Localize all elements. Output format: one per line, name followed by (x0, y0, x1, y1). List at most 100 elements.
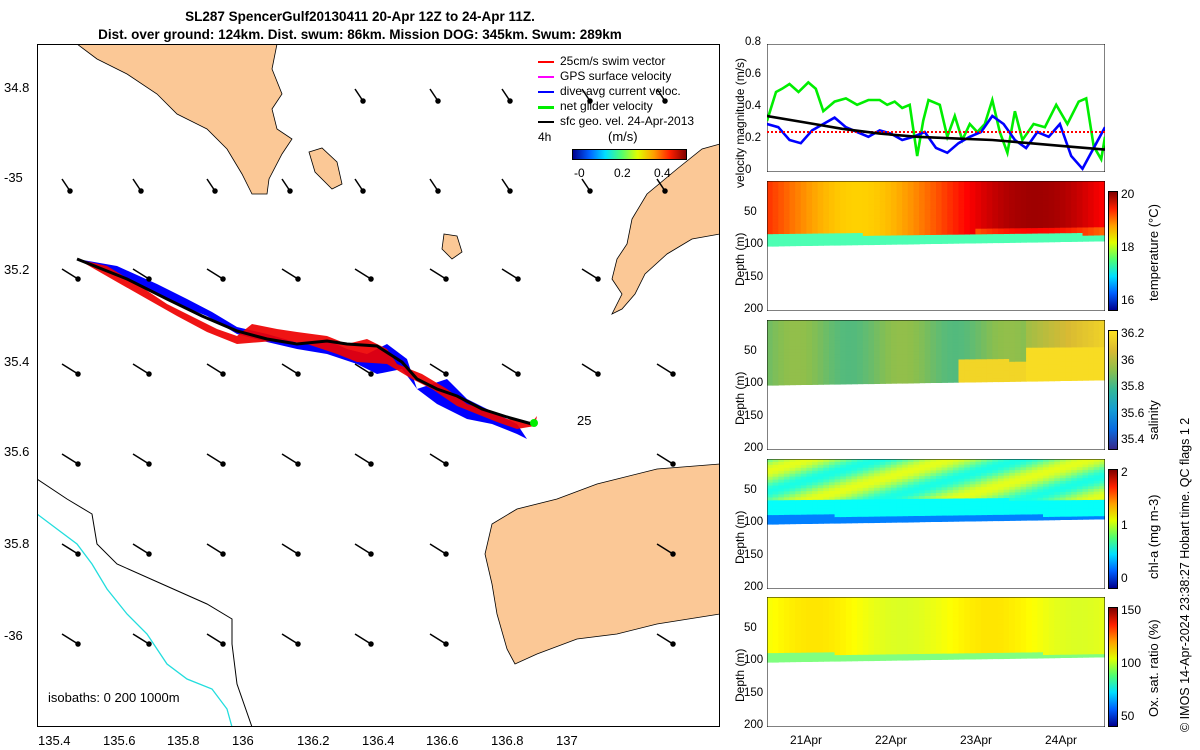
section-cell (964, 616, 971, 621)
section-cell (998, 481, 1005, 485)
section-cell (964, 498, 971, 502)
section-cell (986, 616, 993, 620)
section-cell (829, 354, 836, 359)
section-cell (772, 186, 779, 191)
section-cell (874, 195, 881, 199)
section-cell (1088, 472, 1095, 476)
section-cell (975, 334, 982, 338)
section-cell (986, 211, 993, 216)
section-cell (902, 218, 909, 222)
section-cell (834, 215, 841, 220)
section-cell (789, 222, 796, 226)
section-cell (1014, 459, 1022, 463)
section-cell (1009, 206, 1016, 210)
section-cell (767, 617, 774, 622)
section-cell (958, 628, 965, 632)
section-cell (896, 221, 903, 225)
section-cell (1093, 320, 1100, 324)
geo-arrow-head (670, 371, 676, 377)
section-cell (941, 507, 948, 511)
section-cell (778, 328, 785, 333)
section-cell (1037, 517, 1044, 521)
section-cell (981, 239, 988, 244)
section-cell (992, 484, 999, 488)
section-cell (829, 476, 836, 480)
section-cell (992, 367, 999, 371)
section-cell (1003, 373, 1010, 377)
section-cell (823, 467, 830, 472)
section-cell (952, 650, 960, 655)
section-cell (862, 369, 869, 373)
section-cell (986, 611, 993, 615)
section-cell (806, 476, 813, 481)
section-cell (1093, 461, 1100, 465)
section-cell (1014, 350, 1022, 354)
section-cell (823, 239, 830, 243)
section-cell (885, 519, 892, 523)
section-cell (1003, 208, 1010, 213)
section-cell (924, 616, 931, 621)
section-cell (1088, 191, 1095, 196)
section-cell (806, 505, 813, 510)
section-cell (1054, 331, 1061, 335)
section-cell (941, 614, 948, 618)
section-cell (806, 511, 813, 516)
section-cell (862, 366, 869, 370)
section-cell (930, 484, 937, 488)
section-cell (998, 367, 1005, 371)
section-cell (992, 378, 999, 383)
geo-arrow (132, 268, 150, 280)
section-cell (772, 629, 779, 634)
section-cell (1003, 495, 1010, 499)
section-cell (868, 221, 875, 225)
section-cell (907, 470, 914, 474)
section-cell (1014, 358, 1022, 363)
section-cell (930, 328, 937, 332)
section-cell (817, 632, 824, 636)
section-cell (1037, 339, 1044, 343)
section-cell (885, 334, 892, 338)
section-cell (952, 362, 960, 366)
section-cell (1059, 227, 1067, 231)
section-cell (834, 649, 841, 653)
section-cell (913, 223, 920, 228)
section-cell (789, 219, 796, 223)
section-cell (800, 464, 807, 469)
section-cell (936, 602, 943, 607)
section-cell (812, 360, 819, 365)
section-cell (879, 357, 886, 361)
section-cell (930, 597, 937, 601)
geo-arrow-head (368, 551, 374, 557)
section-cell (958, 217, 965, 222)
section-cell (941, 234, 948, 239)
section-cell (834, 652, 841, 656)
section-cell (992, 231, 999, 235)
section-cell (1014, 331, 1022, 335)
section-cell (1020, 200, 1027, 204)
section-cell (947, 464, 954, 469)
section-cell (885, 221, 892, 225)
section-cell (851, 623, 858, 627)
section-cell (952, 645, 960, 649)
section-cell (783, 195, 791, 200)
section-cell (879, 605, 886, 610)
section-cell (1009, 464, 1016, 468)
section-cell (1088, 232, 1095, 237)
section-cell (992, 328, 999, 332)
section-cell (772, 334, 779, 339)
section-cell (817, 224, 824, 229)
section-cell (1009, 356, 1016, 360)
section-cell (1048, 225, 1055, 229)
section-cell (789, 641, 796, 645)
section-cell (874, 241, 881, 245)
section-cell (981, 473, 988, 477)
section-cell (874, 230, 881, 234)
section-cell (1031, 203, 1038, 207)
section-cell (1037, 336, 1044, 340)
section-cell (924, 376, 931, 381)
section-cell (789, 506, 796, 510)
section-cell (851, 476, 858, 480)
section-cell (964, 619, 971, 623)
section-cell (902, 622, 909, 627)
section-cell (795, 340, 802, 344)
